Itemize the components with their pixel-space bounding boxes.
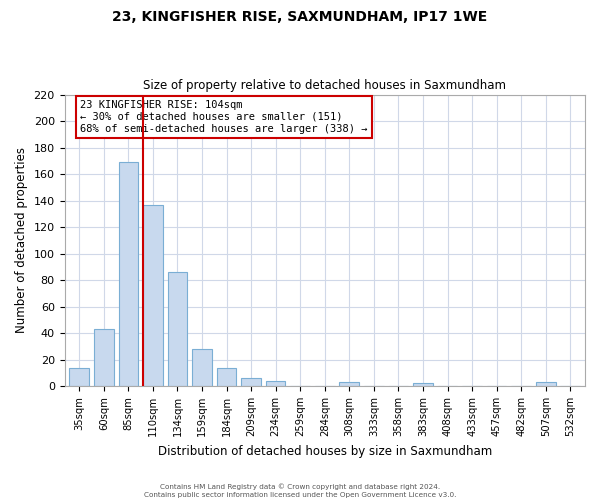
Y-axis label: Number of detached properties: Number of detached properties: [15, 148, 28, 334]
Bar: [241, 378, 261, 386]
Text: 23 KINGFISHER RISE: 104sqm
← 30% of detached houses are smaller (151)
68% of sem: 23 KINGFISHER RISE: 104sqm ← 30% of deta…: [80, 100, 368, 134]
Title: Size of property relative to detached houses in Saxmundham: Size of property relative to detached ho…: [143, 79, 506, 92]
Bar: [340, 382, 359, 386]
Bar: [192, 349, 212, 386]
Bar: [413, 384, 433, 386]
Bar: [217, 368, 236, 386]
Bar: [94, 329, 113, 386]
Text: Contains HM Land Registry data © Crown copyright and database right 2024.
Contai: Contains HM Land Registry data © Crown c…: [144, 484, 456, 498]
Bar: [536, 382, 556, 386]
Bar: [70, 368, 89, 386]
X-axis label: Distribution of detached houses by size in Saxmundham: Distribution of detached houses by size …: [158, 444, 492, 458]
Bar: [266, 381, 286, 386]
Bar: [167, 272, 187, 386]
Text: 23, KINGFISHER RISE, SAXMUNDHAM, IP17 1WE: 23, KINGFISHER RISE, SAXMUNDHAM, IP17 1W…: [112, 10, 488, 24]
Bar: [143, 204, 163, 386]
Bar: [119, 162, 138, 386]
